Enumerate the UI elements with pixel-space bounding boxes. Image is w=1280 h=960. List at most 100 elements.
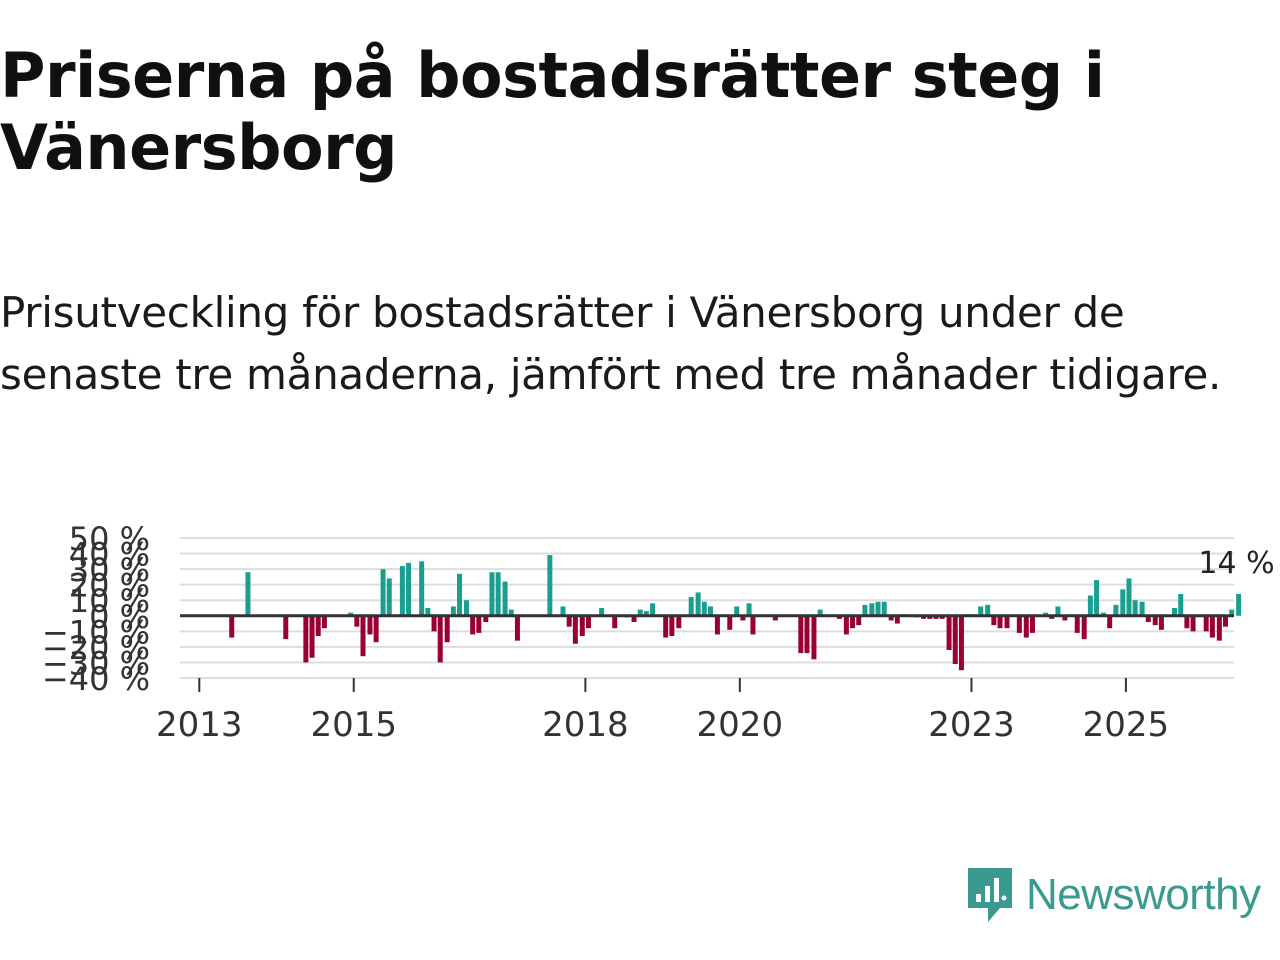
- bar: [360, 615, 366, 657]
- bar: [727, 615, 733, 630]
- bar: [927, 615, 933, 619]
- bar: [547, 555, 553, 616]
- bar: [1016, 615, 1022, 633]
- bar: [695, 592, 701, 616]
- bar: [1074, 615, 1080, 633]
- y-tick-label: 50 %: [69, 520, 150, 558]
- newsworthy-logo: Newsworthy: [964, 864, 1261, 926]
- bar: [997, 615, 1003, 629]
- bar: [1023, 615, 1029, 638]
- bar: [457, 573, 463, 616]
- bar: [463, 600, 469, 616]
- bar: [985, 604, 991, 616]
- bar: [354, 615, 360, 627]
- bar: [798, 615, 804, 654]
- bar: [1172, 608, 1178, 616]
- bar: [495, 572, 501, 616]
- bar: [933, 615, 939, 619]
- bar: [560, 606, 566, 616]
- y-tick-label: 40 %: [69, 536, 150, 574]
- bar: [1145, 615, 1151, 622]
- bar: [1184, 615, 1190, 629]
- bar: [707, 606, 713, 616]
- bar: [952, 615, 958, 664]
- bar: [862, 604, 868, 616]
- bar: [585, 615, 591, 629]
- chart-title: Priserna på bostadsrätter steg i Vänersb…: [0, 39, 1105, 184]
- bar: [348, 612, 354, 616]
- bar: [444, 615, 450, 643]
- bar: [612, 615, 618, 629]
- bar: [946, 615, 952, 650]
- bar: [817, 609, 823, 616]
- bar: [811, 615, 817, 660]
- x-tick-label: 2020: [697, 705, 784, 745]
- y-tick-label: −10 %: [42, 613, 150, 651]
- bar: [367, 615, 373, 635]
- bar: [502, 581, 508, 616]
- bar: [572, 615, 578, 644]
- bar: [888, 615, 894, 621]
- bar: [663, 615, 669, 638]
- bar: [1158, 615, 1164, 630]
- x-tick-label: 2018: [542, 705, 629, 745]
- y-tick-label: 30 %: [69, 551, 150, 589]
- x-tick-label: 2023: [928, 705, 1015, 745]
- bar: [750, 615, 756, 635]
- bar: [1062, 615, 1068, 621]
- bar: [669, 615, 675, 636]
- bar: [1190, 615, 1196, 632]
- bar: [921, 615, 927, 619]
- bar: [1087, 595, 1093, 616]
- bar: [631, 615, 637, 622]
- y-tick-label: −30 %: [42, 644, 150, 682]
- y-tick-label: 10 %: [69, 582, 150, 620]
- bar: [283, 615, 289, 640]
- bar: [476, 615, 482, 633]
- bar: [772, 615, 778, 621]
- bar: [1120, 589, 1126, 616]
- bar: [566, 615, 572, 627]
- bar: [1004, 615, 1010, 629]
- bar: [425, 608, 431, 616]
- bar: [1178, 594, 1184, 616]
- bar-chart: 50 %40 %30 %20 %10 %0 %−10 %−20 %−30 %−4…: [42, 520, 1275, 745]
- bar: [1139, 601, 1145, 616]
- bar: [470, 615, 476, 635]
- bar: [1055, 606, 1061, 616]
- bar: [850, 615, 856, 629]
- bar: [978, 606, 984, 616]
- bar: [1132, 600, 1138, 616]
- bar: [406, 562, 412, 616]
- bar: [431, 615, 437, 632]
- bar: [637, 609, 643, 616]
- bar: [386, 578, 392, 616]
- bar: [579, 615, 585, 636]
- bar: [1029, 615, 1035, 633]
- bar: [245, 572, 251, 616]
- bar: [843, 615, 849, 635]
- bar: [939, 615, 945, 619]
- bar: [676, 615, 682, 629]
- bar: [643, 611, 649, 616]
- bar: [514, 615, 520, 641]
- bar: [373, 615, 379, 643]
- bar: [1203, 615, 1209, 632]
- bar: [1101, 612, 1107, 616]
- bar: [650, 603, 656, 616]
- bar: [894, 615, 900, 624]
- bar: [1126, 578, 1132, 616]
- bar: [746, 603, 752, 616]
- bar: [599, 608, 605, 616]
- bar: [437, 615, 443, 663]
- last-value-label: 14 %: [1198, 546, 1274, 581]
- bar: [701, 601, 707, 616]
- bar: [958, 615, 964, 671]
- newsworthy-logo-text: Newsworthy: [1026, 870, 1261, 919]
- bar: [1152, 615, 1158, 626]
- bar: [1043, 612, 1049, 616]
- bar: [804, 615, 810, 654]
- bar: [489, 572, 495, 616]
- newsworthy-logo-icon: [968, 868, 1012, 922]
- bar: [315, 615, 321, 636]
